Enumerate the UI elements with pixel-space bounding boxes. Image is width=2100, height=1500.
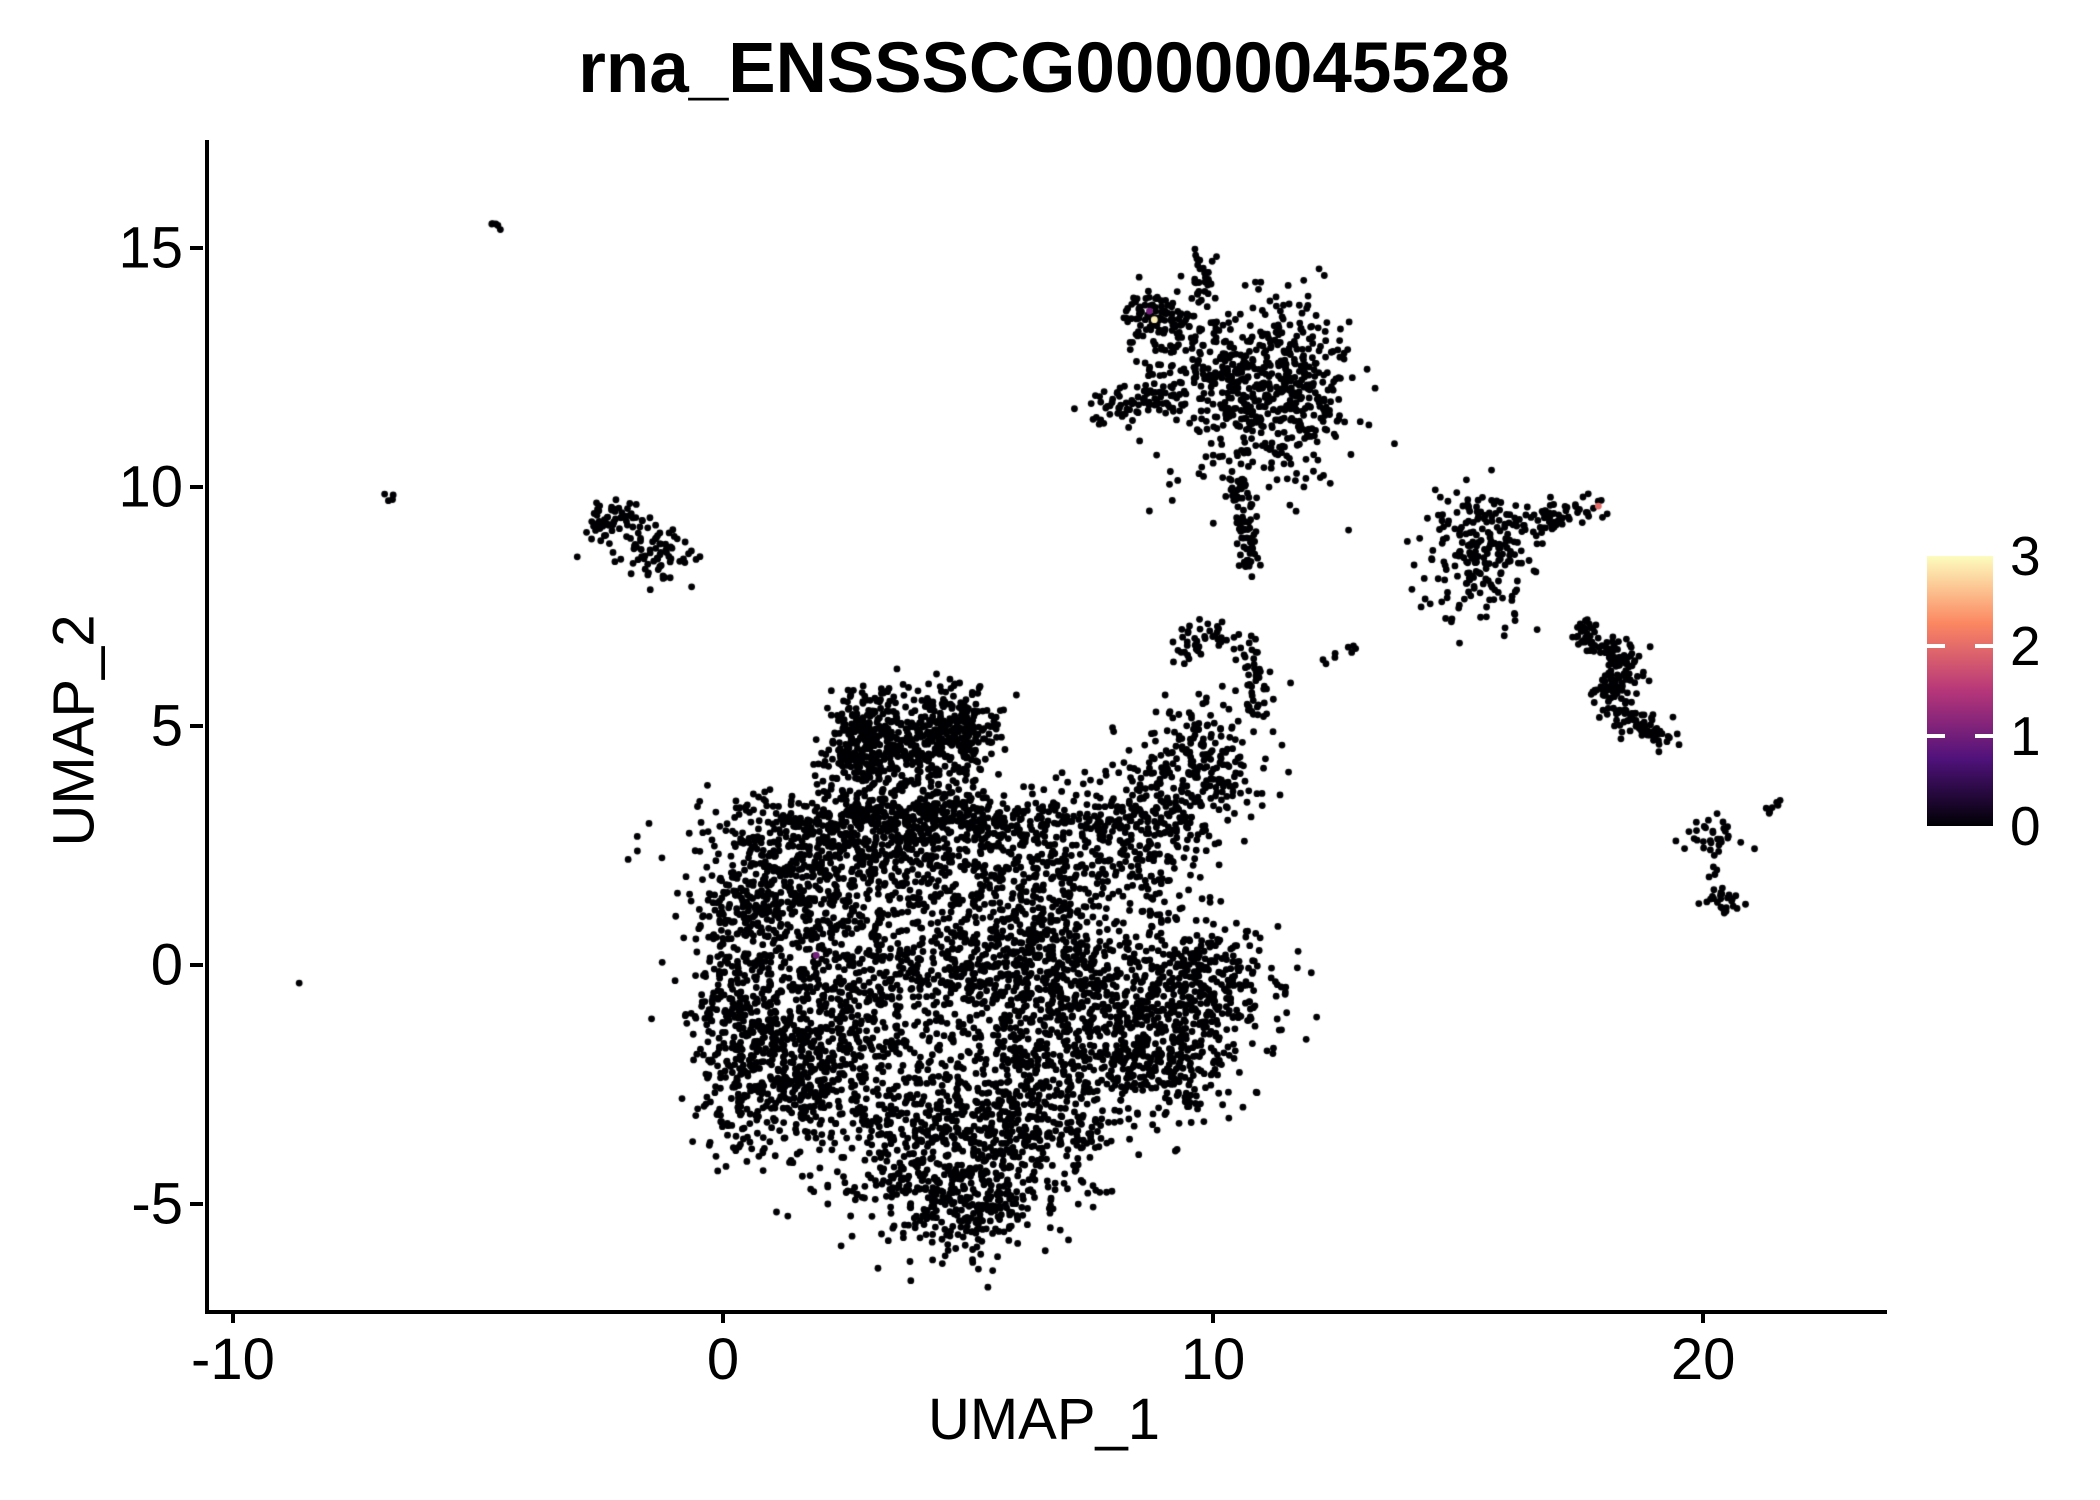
y-tick-mark — [190, 246, 203, 250]
scatter-points-canvas — [209, 140, 1887, 1310]
plot-panel — [205, 140, 1887, 1314]
x-tick-mark — [1211, 1310, 1216, 1323]
colorbar-tick-dash — [1975, 644, 1993, 648]
x-tick-label: 10 — [1180, 1327, 1246, 1392]
x-tick-label: 20 — [1670, 1327, 1736, 1392]
x-axis-title: UMAP_1 — [927, 1387, 1161, 1452]
y-tick-mark — [190, 723, 203, 728]
y-tick-mark — [190, 484, 203, 489]
x-tick-mark — [1701, 1310, 1706, 1323]
colorbar-tick-dash — [1927, 734, 1945, 738]
colorbar-tick-label: 2 — [2010, 615, 2041, 677]
y-tick-label: -5 — [131, 1171, 183, 1237]
y-tick-label: 10 — [118, 454, 183, 520]
colorbar-tick-label: 3 — [2010, 525, 2041, 587]
y-tick-label: 5 — [150, 693, 183, 759]
x-tick-mark — [230, 1310, 235, 1323]
y-tick-label: 15 — [118, 215, 183, 281]
x-tick-label: -10 — [191, 1327, 275, 1392]
colorbar-tick-dash — [1927, 644, 1945, 648]
colorbar-tick-label: 0 — [2010, 795, 2041, 857]
colorbar-tick-dash — [1975, 734, 1993, 738]
y-tick-mark — [190, 962, 203, 967]
x-tick-label: 0 — [706, 1327, 740, 1392]
x-tick-mark — [721, 1310, 725, 1323]
y-tick-label: 0 — [150, 932, 183, 998]
expression-colorbar — [1927, 556, 1993, 826]
y-tick-mark — [190, 1201, 203, 1206]
plot-title: rna_ENSSSCG00000045528 — [578, 29, 1510, 108]
colorbar-tick-label: 1 — [2010, 705, 2041, 767]
